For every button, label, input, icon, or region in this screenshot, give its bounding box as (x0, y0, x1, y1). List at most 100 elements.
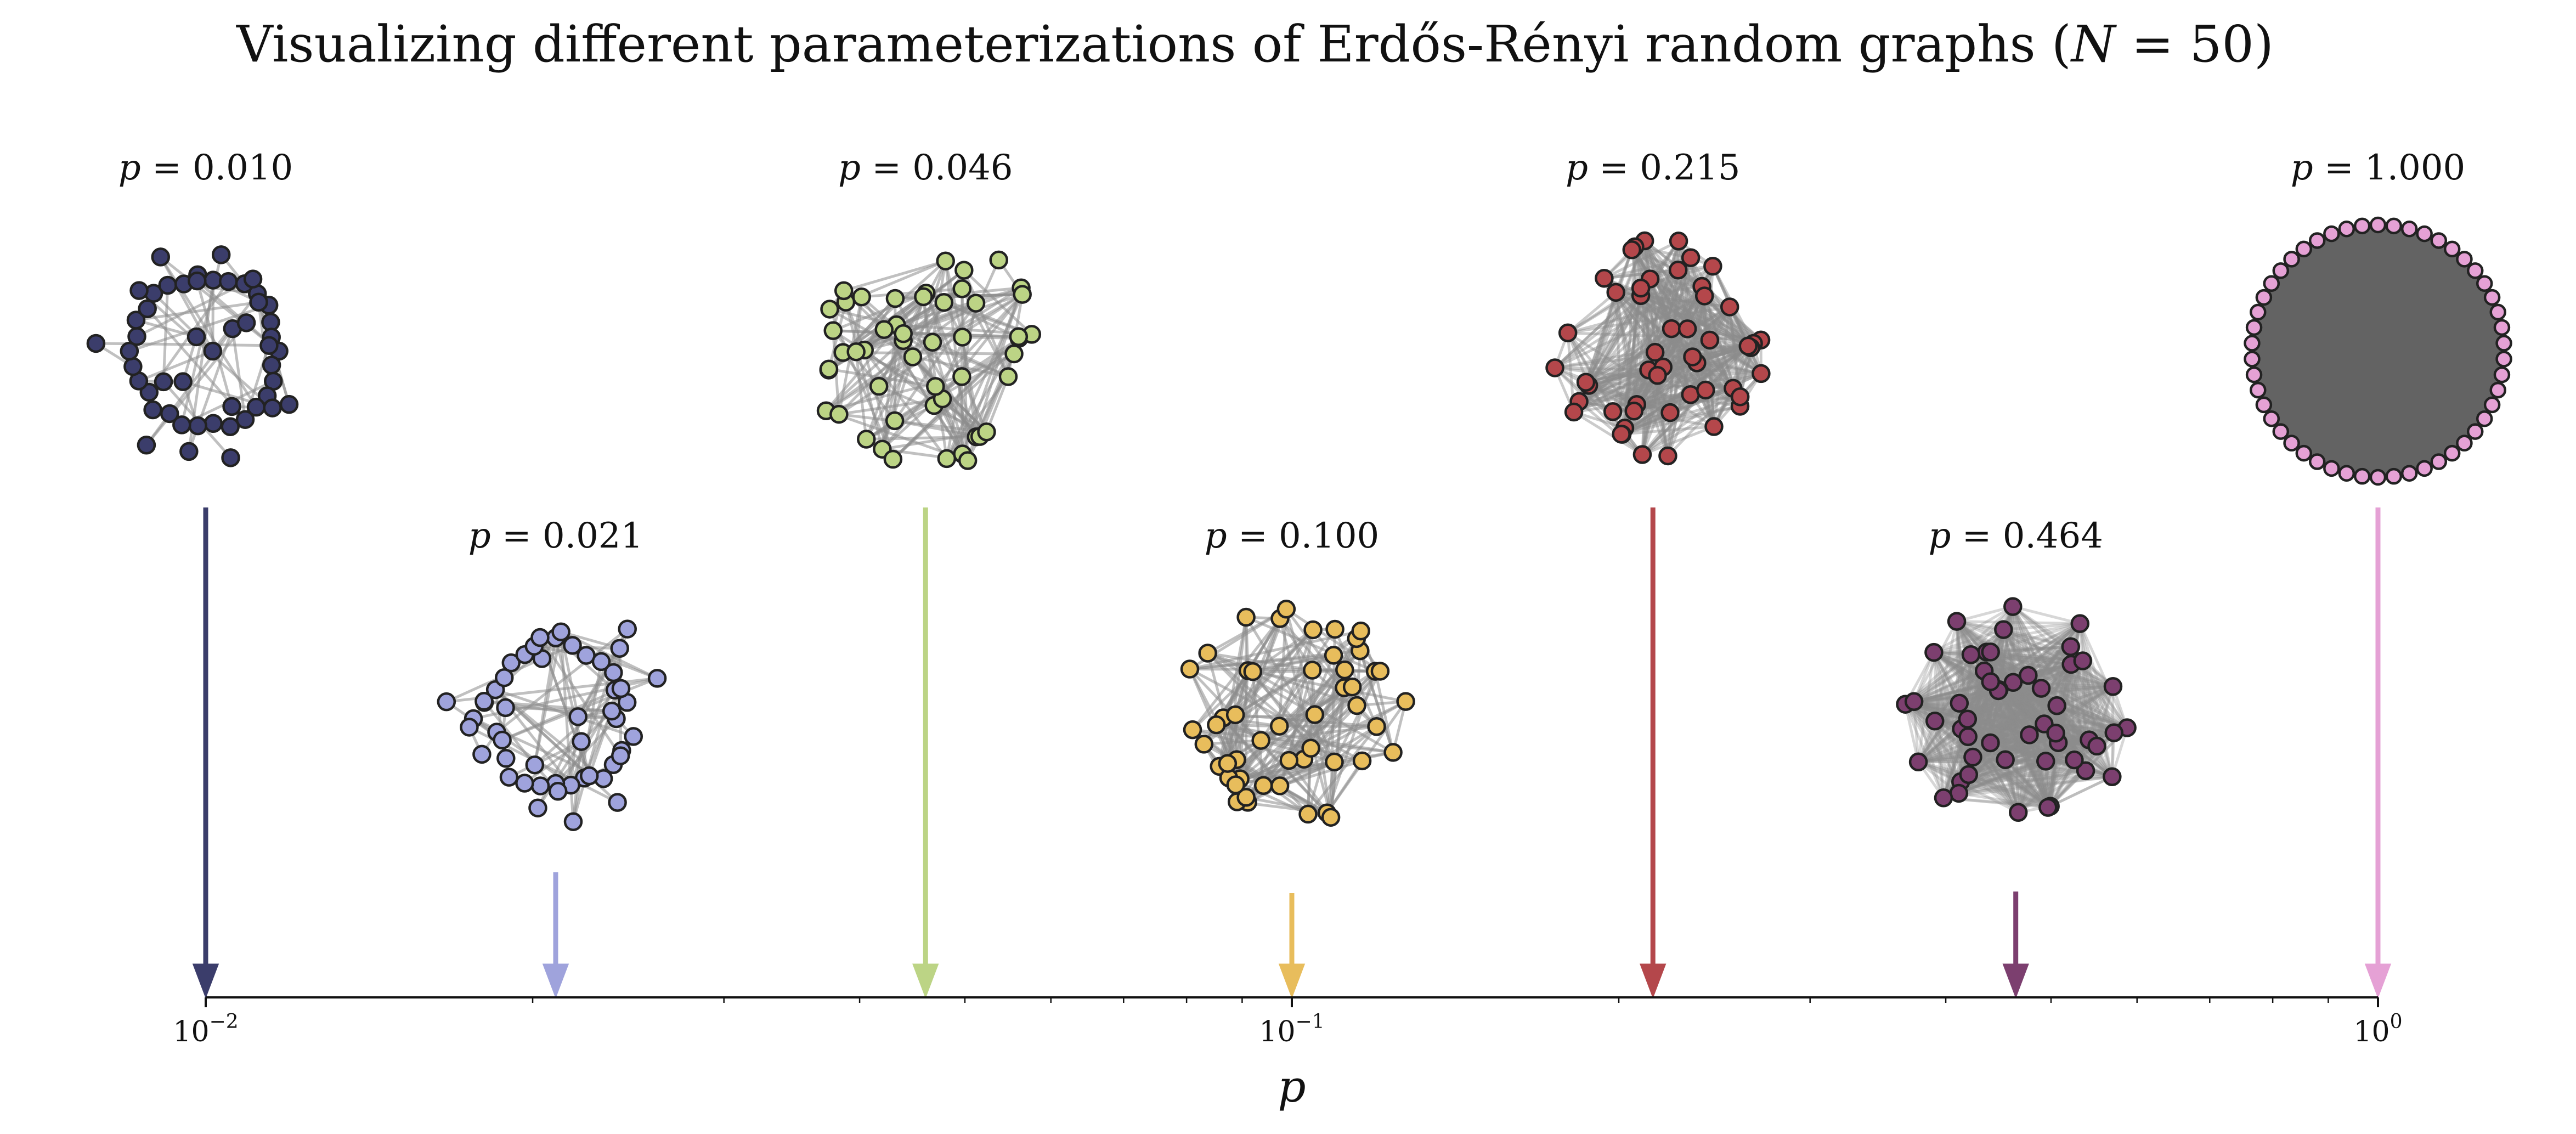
graph-node (2402, 466, 2416, 481)
graph-node (532, 778, 549, 794)
graph-node (251, 294, 267, 311)
graph-node (1948, 613, 1965, 630)
graph-node (1959, 711, 1976, 727)
graph-node (245, 271, 261, 287)
graph-node (1927, 713, 1943, 729)
graph-node (2049, 697, 2065, 714)
graph-node (2417, 227, 2432, 241)
graph-node (1014, 286, 1031, 303)
graph-node (189, 273, 205, 289)
graph-node (264, 400, 281, 416)
graph-node (2477, 411, 2492, 426)
graph-node (625, 728, 642, 744)
title-suffix: = 50) (2115, 15, 2274, 74)
graph-node (2324, 227, 2338, 241)
graph-node (1702, 332, 1718, 348)
graph-node (2264, 277, 2279, 291)
graph-node (2040, 799, 2056, 816)
graph-node (1925, 644, 1942, 661)
p-value: = 0.046 (861, 148, 1013, 188)
graph-node (1963, 646, 1979, 663)
graph-node (1184, 721, 1201, 738)
graph-node (612, 640, 628, 657)
graph-node (937, 253, 954, 269)
p-label: p = 1.000 (2291, 148, 2466, 188)
graph-node (1613, 426, 1630, 442)
graph-node (190, 418, 206, 434)
graph-node (2355, 219, 2369, 233)
graph-node (978, 424, 995, 440)
graph-node (2247, 320, 2261, 335)
graph-node (2075, 653, 2091, 669)
graph-node (1325, 647, 1342, 663)
x-tick-label: 100 (2353, 1011, 2402, 1048)
p-label: p = 0.464 (1928, 516, 2103, 556)
graph-node (603, 703, 620, 719)
graph-node (2251, 383, 2265, 397)
graph-node (532, 629, 548, 646)
graph-node (2432, 233, 2446, 247)
p-symbol: p (1566, 148, 1588, 188)
graph-node (2485, 398, 2499, 412)
graph-node (1997, 752, 2014, 768)
p-symbol: p (1205, 516, 1227, 556)
graph-p-0.100: p = 0.100 (1182, 516, 1414, 826)
graph-node (261, 337, 277, 354)
graph-node (2264, 411, 2279, 426)
graph-node (2104, 769, 2120, 785)
graph-node (1560, 325, 1576, 341)
graph-node (1344, 679, 1360, 695)
graph-node (550, 783, 566, 799)
graph-node (581, 768, 597, 784)
graph-node (1219, 755, 1236, 772)
arrow-p-0.021 (544, 872, 568, 996)
graph-node (1682, 250, 1699, 266)
p-symbol: p (838, 148, 861, 188)
graph-node (1385, 744, 1402, 760)
graph-node (2485, 290, 2499, 304)
graph-node (1663, 320, 1680, 337)
graph-node (1697, 382, 1714, 398)
graph-node (959, 452, 976, 469)
graph-node (609, 794, 626, 811)
p-value: = 0.100 (1227, 516, 1380, 556)
x-tick-exponent: −2 (210, 1011, 239, 1033)
graph-node (1182, 661, 1198, 678)
graph-node (224, 398, 240, 415)
graph-node (1278, 601, 1295, 617)
graph-node (205, 272, 222, 289)
p-label: p = 0.010 (118, 148, 293, 188)
arrow-head (2366, 964, 2390, 996)
graph-node (954, 329, 970, 345)
graph-node (238, 314, 255, 331)
graph-node (2468, 263, 2482, 278)
x-tick-exponent: −1 (1296, 1011, 1325, 1033)
x-tick-exponent: 0 (2390, 1011, 2403, 1033)
graph-node (1354, 753, 1370, 769)
graph-node (2445, 446, 2459, 460)
graph-node (1326, 754, 1343, 770)
graph-node (2010, 804, 2026, 821)
graph-node (1632, 280, 1649, 296)
graph-node (991, 252, 1007, 268)
graph-node (1196, 736, 1212, 752)
graph-node (649, 670, 665, 686)
graph-node (461, 719, 477, 735)
graph-node (1327, 621, 1343, 637)
graph-node (573, 734, 590, 750)
arrow-p-0.464 (2004, 892, 2028, 996)
x-tick-label: 10−2 (173, 1011, 238, 1048)
graph-node (2297, 242, 2311, 256)
graph-node (1721, 298, 1738, 315)
graph-node (2245, 336, 2259, 351)
arrow-head (1641, 964, 1665, 996)
p-label: p = 0.100 (1205, 516, 1380, 556)
graph-node (281, 396, 297, 413)
graph-node (2491, 305, 2505, 319)
graph-node (1349, 697, 1365, 714)
graph-node (871, 378, 887, 394)
graph-node (1960, 729, 1976, 745)
graph-node (619, 621, 636, 637)
x-tick-base: 10 (2353, 1015, 2389, 1048)
